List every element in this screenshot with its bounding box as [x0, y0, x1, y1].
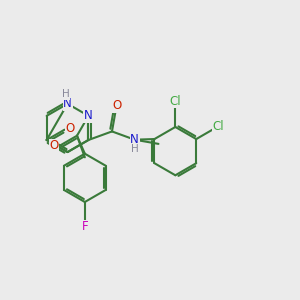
Text: O: O	[65, 122, 74, 135]
Text: Cl: Cl	[169, 95, 181, 108]
Text: F: F	[82, 220, 88, 233]
Text: O: O	[112, 99, 122, 112]
Text: O: O	[49, 139, 58, 152]
Text: N: N	[63, 97, 72, 110]
Text: H: H	[131, 144, 139, 154]
Text: Cl: Cl	[212, 120, 224, 133]
Text: H: H	[62, 89, 70, 99]
Text: N: N	[84, 109, 93, 122]
Text: N: N	[130, 133, 139, 146]
